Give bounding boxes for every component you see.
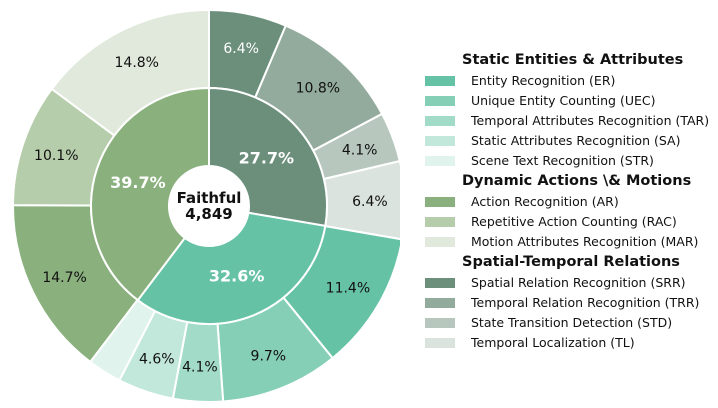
legend: Static Entities & Attributes Entity Recog… xyxy=(418,50,714,353)
legend-label: Temporal Relation Recognition (TRR) xyxy=(471,295,700,310)
outer-slice-label: 6.4% xyxy=(352,194,388,210)
outer-slice-label: 11.4% xyxy=(326,280,370,296)
legend-item: Unique Entity Counting (UEC) xyxy=(418,91,714,111)
outer-slice-label: 10.8% xyxy=(296,80,340,96)
slice-labels: 6.4% 10.8% 4.1% 6.4% 11.4% 9.7% 4.1% 4.6% 14.7% 1… xyxy=(34,41,388,375)
legend-item: Motion Attributes Recognition (MAR) xyxy=(418,232,714,252)
legend-swatch xyxy=(425,197,455,207)
legend-item: Temporal Relation Recognition (TRR) xyxy=(418,293,714,313)
legend-swatch xyxy=(425,237,455,247)
legend-item: Static Attributes Recognition (SA) xyxy=(418,131,714,151)
outer-slice-label: 6.4% xyxy=(223,41,259,57)
legend-swatch xyxy=(425,298,455,308)
outer-slice-label: 4.1% xyxy=(342,142,378,158)
sunburst-chart: 6.4% 10.8% 4.1% 6.4% 11.4% 9.7% 4.1% 4.6% 14.7% 1… xyxy=(11,8,400,403)
legend-swatch xyxy=(425,156,455,166)
outer-slice-label: 10.1% xyxy=(34,148,78,164)
legend-swatch xyxy=(425,318,455,328)
legend-item: Spatial Relation Recognition (SRR) xyxy=(418,273,714,293)
outer-slice-label: 4.6% xyxy=(139,351,175,367)
legend-swatch xyxy=(425,76,455,86)
legend-swatch xyxy=(425,217,455,227)
center-count: 4,849 xyxy=(185,205,232,223)
legend-label: Repetitive Action Counting (RAC) xyxy=(471,214,677,229)
center-hole xyxy=(169,166,249,246)
inner-slice-label: 27.7% xyxy=(239,149,295,168)
legend-label: Motion Attributes Recognition (MAR) xyxy=(471,234,699,249)
legend-label: Unique Entity Counting (UEC) xyxy=(471,93,656,108)
legend-label: Scene Text Recognition (STR) xyxy=(471,153,654,168)
legend-item: Temporal Localization (TL) xyxy=(418,333,714,353)
inner-slice-label: 32.6% xyxy=(209,267,265,286)
outer-ring xyxy=(11,8,400,403)
legend-label: Action Recognition (AR) xyxy=(471,194,619,209)
legend-item: Action Recognition (AR) xyxy=(418,192,714,212)
legend-item: Entity Recognition (ER) xyxy=(418,71,714,91)
legend-swatch xyxy=(425,278,455,288)
legend-swatch xyxy=(425,116,455,126)
inner-ring xyxy=(90,86,328,325)
legend-label: Spatial Relation Recognition (SRR) xyxy=(471,275,686,290)
legend-label: Temporal Attributes Recognition (TAR) xyxy=(471,113,710,128)
outer-slice-label: 9.7% xyxy=(251,349,287,365)
outer-slice-label: 14.7% xyxy=(42,270,86,286)
legend-label: State Transition Detection (STD) xyxy=(471,315,673,330)
center-title: Faithful xyxy=(177,189,242,207)
legend-group-title: Dynamic Actions \& Motions xyxy=(462,173,692,189)
legend-swatch xyxy=(425,136,455,146)
legend-label: Static Attributes Recognition (SA) xyxy=(471,133,681,148)
legend-item: State Transition Detection (STD) xyxy=(418,313,714,333)
inner-slice-label: 39.7% xyxy=(110,173,166,192)
legend-group-title: Static Entities & Attributes xyxy=(462,52,684,68)
legend-label: Entity Recognition (ER) xyxy=(471,73,616,88)
legend-item: Scene Text Recognition (STR) xyxy=(418,151,714,171)
legend-item: Temporal Attributes Recognition (TAR) xyxy=(418,111,714,131)
legend-swatch xyxy=(425,96,455,106)
legend-item: Repetitive Action Counting (RAC) xyxy=(418,212,714,232)
outer-slice-label: 4.1% xyxy=(182,360,218,376)
outer-slice-label: 14.8% xyxy=(115,55,159,71)
legend-group-title: Spatial-Temporal Relations xyxy=(462,254,680,270)
legend-swatch xyxy=(425,338,455,348)
legend-label: Temporal Localization (TL) xyxy=(471,335,635,350)
